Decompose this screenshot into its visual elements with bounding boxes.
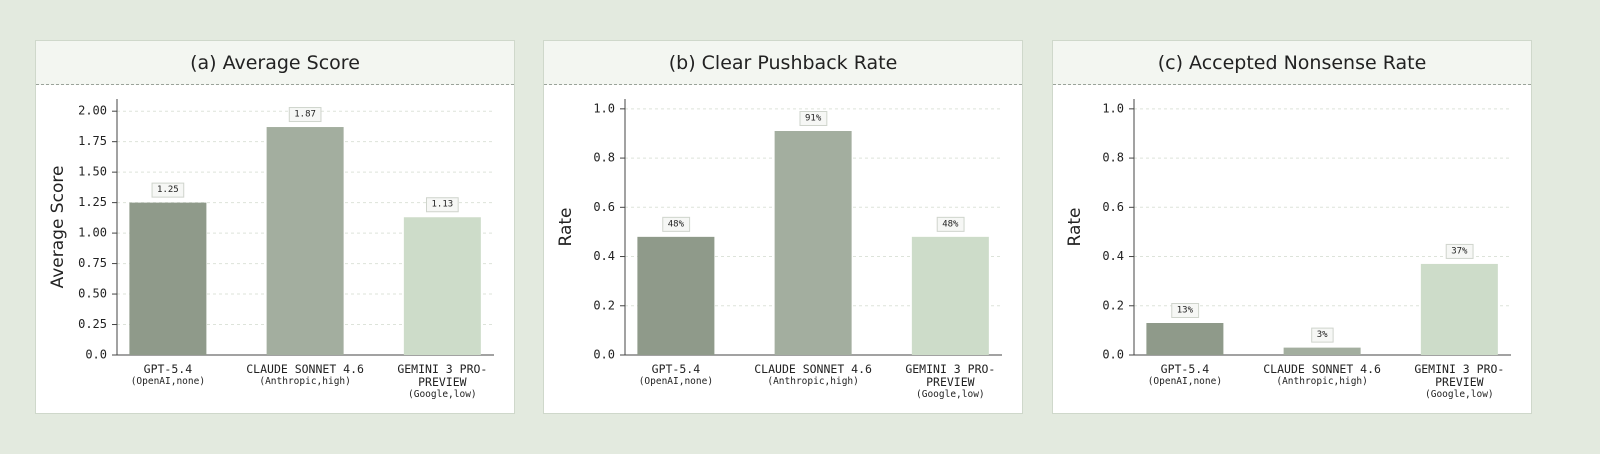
value-label: 48% [668, 219, 685, 229]
value-label: 3% [1317, 330, 1328, 340]
bar [1420, 263, 1498, 355]
chart: 0.0 0.2 0.4 0.6 0.8 1.0 Rate 13% 3% 37% [1065, 99, 1511, 362]
value-label-box [151, 182, 185, 198]
bar [637, 236, 715, 355]
y-axis-label: Average Score [48, 166, 68, 289]
x-tick-label: GPT-5.4 (OpenAI,none) [1120, 363, 1250, 388]
y-tick-label: 1.00 [78, 226, 107, 240]
chart: 0.0 0.2 0.4 0.6 0.8 1.0 Rate 48% 91% 48% [556, 99, 1002, 362]
y-axis-label: Rate [1065, 208, 1085, 247]
category-name: GEMINI 3 PRO-PREVIEW [905, 362, 996, 389]
x-tick-label: CLAUDE SONNET 4.6 (Anthropic,high) [748, 363, 878, 388]
value-label-box [936, 216, 965, 232]
category-name: GPT-5.4 [143, 362, 193, 376]
y-tick-label: 1.75 [78, 134, 107, 148]
category-note: (OpenAI,none) [130, 376, 206, 387]
bar [266, 127, 344, 356]
chart: 0.0 0.25 0.50 0.75 1.00 1.25 1.50 1.75 2.00 Avera… [48, 99, 494, 362]
chart-panel: (a) Average Score 0.0 0.25 0.50 0.75 1.00 1.25… [35, 40, 515, 414]
y-tick-label: 0.0 [1102, 348, 1124, 362]
chart-panel: (c) Accepted Nonsense Rate 0.0 0.2 0.4 0.6 0.… [1052, 40, 1532, 414]
value-label: 1.87 [294, 110, 316, 120]
category-name: GEMINI 3 PRO-PREVIEW [1414, 362, 1505, 389]
category-name: GPT-5.4 [1160, 362, 1210, 376]
category-note: (Anthropic,high) [259, 376, 351, 387]
chart-panel: (b) Clear Pushback Rate 0.0 0.2 0.4 0.6 0.8 1.… [543, 40, 1023, 414]
value-label: 48% [942, 219, 959, 229]
y-tick-label: 0.75 [78, 256, 107, 270]
x-tick-label: GEMINI 3 PRO-PREVIEW (Google,low) [377, 363, 507, 401]
bar [129, 202, 207, 355]
value-label-box [799, 111, 828, 126]
category-name: CLAUDE SONNET 4.6 [1263, 362, 1381, 376]
y-axis-label: Rate [556, 208, 576, 247]
y-tick-label: 0.4 [1102, 249, 1124, 263]
y-tick-label: 2.00 [78, 104, 107, 118]
value-label-box [288, 107, 322, 123]
y-tick-label: 0.4 [593, 249, 615, 263]
y-tick-label: 1.0 [1102, 101, 1124, 115]
category-note: (OpenAI,none) [1147, 376, 1223, 387]
bar [911, 236, 989, 355]
value-label: 37% [1451, 246, 1468, 256]
y-tick-label: 0.2 [593, 298, 615, 312]
value-label-box [1171, 303, 1200, 318]
value-label: 1.25 [157, 185, 179, 195]
y-tick-label: 0.8 [1102, 151, 1124, 165]
category-note: (Anthropic,high) [1276, 376, 1368, 387]
category-note: (Google,low) [1425, 389, 1494, 400]
value-label-box [1445, 243, 1474, 259]
chart-title: (a) Average Score [36, 41, 514, 85]
y-tick-label: 0.0 [593, 348, 615, 362]
y-tick-label: 0.2 [1102, 298, 1124, 312]
y-tick-label: 0.6 [1102, 200, 1124, 214]
category-note: (OpenAI,none) [638, 376, 714, 387]
bar [774, 131, 852, 355]
bar [1146, 323, 1224, 355]
y-tick-label: 0.25 [78, 317, 107, 331]
value-label: 13% [1177, 306, 1194, 316]
chart-title: (b) Clear Pushback Rate [544, 41, 1022, 85]
y-tick-label: 1.50 [78, 165, 107, 179]
x-tick-label: CLAUDE SONNET 4.6 (Anthropic,high) [240, 363, 370, 388]
category-note: (Google,low) [408, 389, 477, 400]
y-tick-label: 0.6 [593, 200, 615, 214]
x-tick-label: CLAUDE SONNET 4.6 (Anthropic,high) [1257, 363, 1387, 388]
x-tick-label: GEMINI 3 PRO-PREVIEW (Google,low) [1394, 363, 1524, 401]
value-label: 1.13 [432, 200, 454, 210]
chart-title: (c) Accepted Nonsense Rate [1053, 41, 1531, 85]
value-label-box [426, 197, 459, 213]
y-tick-label: 0.0 [85, 348, 107, 362]
category-name: CLAUDE SONNET 4.6 [246, 362, 364, 376]
x-tick-label: GPT-5.4 (OpenAI,none) [103, 363, 233, 388]
value-label: 91% [805, 114, 822, 124]
value-label-box [662, 216, 691, 232]
category-name: GPT-5.4 [651, 362, 701, 376]
y-tick-label: 1.0 [593, 101, 615, 115]
category-name: CLAUDE SONNET 4.6 [754, 362, 872, 376]
category-name: GEMINI 3 PRO-PREVIEW [397, 362, 488, 389]
bar [403, 217, 481, 355]
bar [1283, 347, 1361, 355]
category-note: (Google,low) [916, 389, 985, 400]
x-tick-label: GEMINI 3 PRO-PREVIEW (Google,low) [885, 363, 1015, 401]
y-tick-label: 0.50 [78, 287, 107, 301]
value-label-box [1311, 327, 1334, 343]
y-tick-label: 0.8 [593, 151, 615, 165]
x-tick-label: GPT-5.4 (OpenAI,none) [611, 363, 741, 388]
y-tick-label: 1.25 [78, 195, 107, 209]
category-note: (Anthropic,high) [767, 376, 859, 387]
